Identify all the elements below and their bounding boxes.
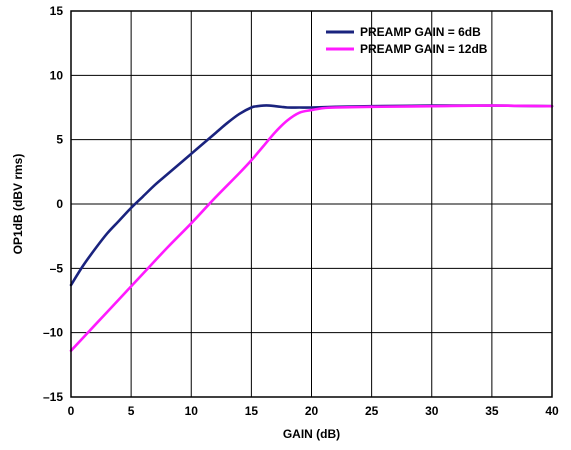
y-tick-label: –15	[43, 390, 63, 404]
x-tick-label: 0	[68, 404, 75, 418]
legend: PREAMP GAIN = 6dB PREAMP GAIN = 12dB	[326, 25, 488, 56]
y-tick-label: –10	[43, 326, 63, 340]
y-axis-title: OP1dB (dBV rms)	[11, 154, 25, 255]
y-tick-label: 10	[50, 68, 64, 82]
plot-frame	[70, 10, 553, 398]
legend-label-1: PREAMP GAIN = 6dB	[360, 25, 481, 39]
y-tick-label: 15	[50, 4, 64, 18]
x-tick-label: 20	[305, 404, 319, 418]
series-layer	[69, 104, 554, 352]
y-tick-label: 0	[56, 197, 63, 211]
y-tick-label: 5	[56, 133, 63, 147]
x-tick-label: 15	[245, 404, 259, 418]
series-line-1	[69, 104, 554, 287]
x-tick-labels: 0 5 10 15 20 25 30 35 40	[68, 404, 559, 418]
x-tick-label: 35	[485, 404, 499, 418]
x-tick-label: 10	[185, 404, 199, 418]
x-tick-label: 25	[365, 404, 379, 418]
y-tick-label: –5	[50, 261, 64, 275]
series-line-2	[69, 104, 554, 352]
y-tick-labels: 15 10 5 0 –5 –10 –15	[43, 4, 63, 404]
x-tick-label: 30	[425, 404, 439, 418]
x-tick-label: 5	[128, 404, 135, 418]
grid	[70, 10, 553, 398]
legend-label-2: PREAMP GAIN = 12dB	[360, 42, 488, 56]
x-tick-label: 40	[545, 404, 559, 418]
x-axis-title: GAIN (dB)	[283, 427, 340, 441]
